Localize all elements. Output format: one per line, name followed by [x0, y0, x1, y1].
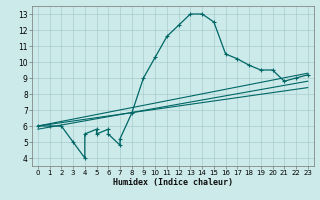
X-axis label: Humidex (Indice chaleur): Humidex (Indice chaleur)	[113, 178, 233, 187]
